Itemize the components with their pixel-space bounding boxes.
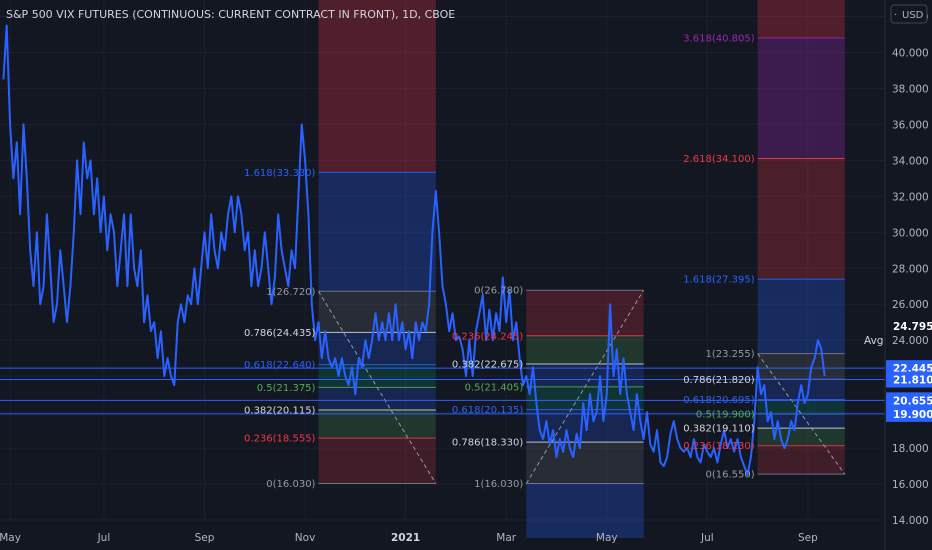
price-tag-label: 19.900 — [893, 409, 932, 421]
y-tick-label: 40.000 — [892, 47, 929, 59]
fib-level-label: 3.618(40.805) — [683, 33, 755, 44]
fib-level-label: 0.382(22.675) — [452, 360, 524, 371]
price-axis[interactable]: 14.00016.00018.00020.00022.00024.00026.0… — [892, 12, 929, 528]
x-tick-label: 2021 — [391, 532, 420, 544]
fib-level-label: 0(26.780) — [474, 286, 523, 297]
y-tick-label: 26.000 — [892, 299, 929, 311]
fib-level-label: 0.5(21.375) — [257, 383, 316, 394]
price-tag-box — [886, 405, 932, 422]
fib-level-label: 1.618(27.395) — [683, 275, 755, 286]
fib-level-label: 2.618(34.100) — [683, 154, 755, 165]
fib-zone — [757, 0, 845, 38]
y-tick-label: 38.000 — [892, 83, 929, 95]
fib-zone — [318, 332, 436, 365]
y-tick-label: 14.000 — [892, 515, 929, 527]
fib-zone — [318, 410, 436, 439]
fib-zone — [757, 37, 845, 159]
fib-zone — [318, 172, 436, 292]
price-tag-label: 21.810 — [893, 375, 932, 387]
y-tick-label: 30.000 — [892, 227, 929, 239]
fib-level-label: 0.5(19.900) — [696, 409, 755, 420]
x-tick-label: Jul — [700, 532, 714, 544]
fib-level-label: 0.786(18.330) — [452, 438, 524, 449]
chart-title: S&P 500 VIX FUTURES (CONTINUOUS: CURRENT… — [6, 8, 455, 21]
fib-zone — [526, 386, 644, 410]
x-tick-label: Mar — [496, 532, 516, 544]
grid-lines — [0, 0, 885, 521]
price-series — [2, 24, 826, 476]
horizontal-lines — [0, 367, 885, 415]
x-tick-label: Sep — [798, 532, 818, 544]
fib-trend-line — [525, 289, 645, 484]
fib-zone — [526, 335, 644, 365]
fib-trend-line — [318, 291, 437, 484]
fib-level-label: 0.236(18.130) — [683, 441, 755, 452]
fib-zone — [318, 0, 436, 173]
price-axis-background — [885, 0, 932, 550]
fib-level-label: 0.786(21.820) — [683, 375, 755, 386]
x-tick-label: May — [596, 532, 618, 544]
fib-level-label: 0.236(18.555) — [244, 434, 316, 445]
fib-trend-line — [757, 353, 846, 475]
x-tick-label: Sep — [195, 532, 215, 544]
fib-level-labels: 2.618(44.020)1.618(33.330)1(26.720)0.786… — [244, 33, 755, 490]
fib-level-label: 0.786(24.435) — [244, 328, 316, 339]
fib-level-label: 0.382(19.110) — [683, 424, 755, 435]
x-tick-label: May — [0, 532, 21, 544]
fib-zone — [757, 353, 845, 380]
fib-level-label: 0.236(24.245) — [452, 331, 524, 342]
price-tag-label: 24.795 — [893, 321, 932, 333]
y-tick-label: 36.000 — [892, 119, 929, 131]
y-tick-label: 16.000 — [892, 479, 929, 491]
y-tick-label: 34.000 — [892, 155, 929, 167]
fib-level-label: 0.5(21.405) — [465, 382, 524, 393]
fib-level-label: 0.382(20.115) — [244, 406, 316, 417]
fib-level-label: 0(16.030) — [266, 479, 315, 490]
fib-level-label: 0.618(20.695) — [683, 395, 755, 406]
currency-label: USD — [902, 10, 924, 21]
price-tag-label: 20.655 — [893, 395, 932, 407]
fib-zone — [757, 413, 845, 429]
fib-level-label: 0(16.550) — [705, 470, 754, 481]
fib-zone — [526, 442, 644, 484]
fib-zone — [318, 438, 436, 484]
fib-zone — [526, 483, 644, 538]
fib-zone — [318, 387, 436, 411]
fib-zone — [757, 399, 845, 414]
fib-zone — [526, 290, 644, 336]
fib-level-label: 1.618(33.330) — [244, 168, 316, 179]
fib-zone — [757, 279, 845, 354]
fib-zone — [757, 445, 845, 475]
price-tag-box — [886, 371, 932, 388]
series-line — [2, 24, 826, 476]
time-axis[interactable]: May Jul Sep Nov 2021 Mar May Jul Sep — [0, 532, 818, 544]
y-tick-label: 28.000 — [892, 263, 929, 275]
fib-zone — [757, 158, 845, 280]
fib-drawings — [318, 0, 846, 538]
currency-button-box — [890, 4, 928, 24]
fib-level-label: 0.618(20.135) — [452, 405, 524, 416]
y-tick-label: 18.000 — [892, 443, 929, 455]
fib-level-label: 1(23.255) — [705, 349, 754, 360]
x-tick-label: Nov — [295, 532, 316, 544]
y-tick-label: 24.000 — [892, 335, 929, 347]
y-tick-label: 32.000 — [892, 191, 929, 203]
currency-button[interactable]: USD · — [890, 4, 928, 24]
lock-icon: · — [894, 10, 897, 21]
fib-level-label: 1(16.030) — [474, 479, 523, 490]
avg-label: Avg — [864, 335, 883, 347]
price-tag-box — [886, 392, 932, 409]
fib-level-label: 1(26.720) — [266, 287, 315, 298]
fib-level-label: 0.618(22.640) — [244, 360, 316, 371]
fib-zone — [757, 428, 845, 446]
x-tick-label: Jul — [97, 532, 111, 544]
